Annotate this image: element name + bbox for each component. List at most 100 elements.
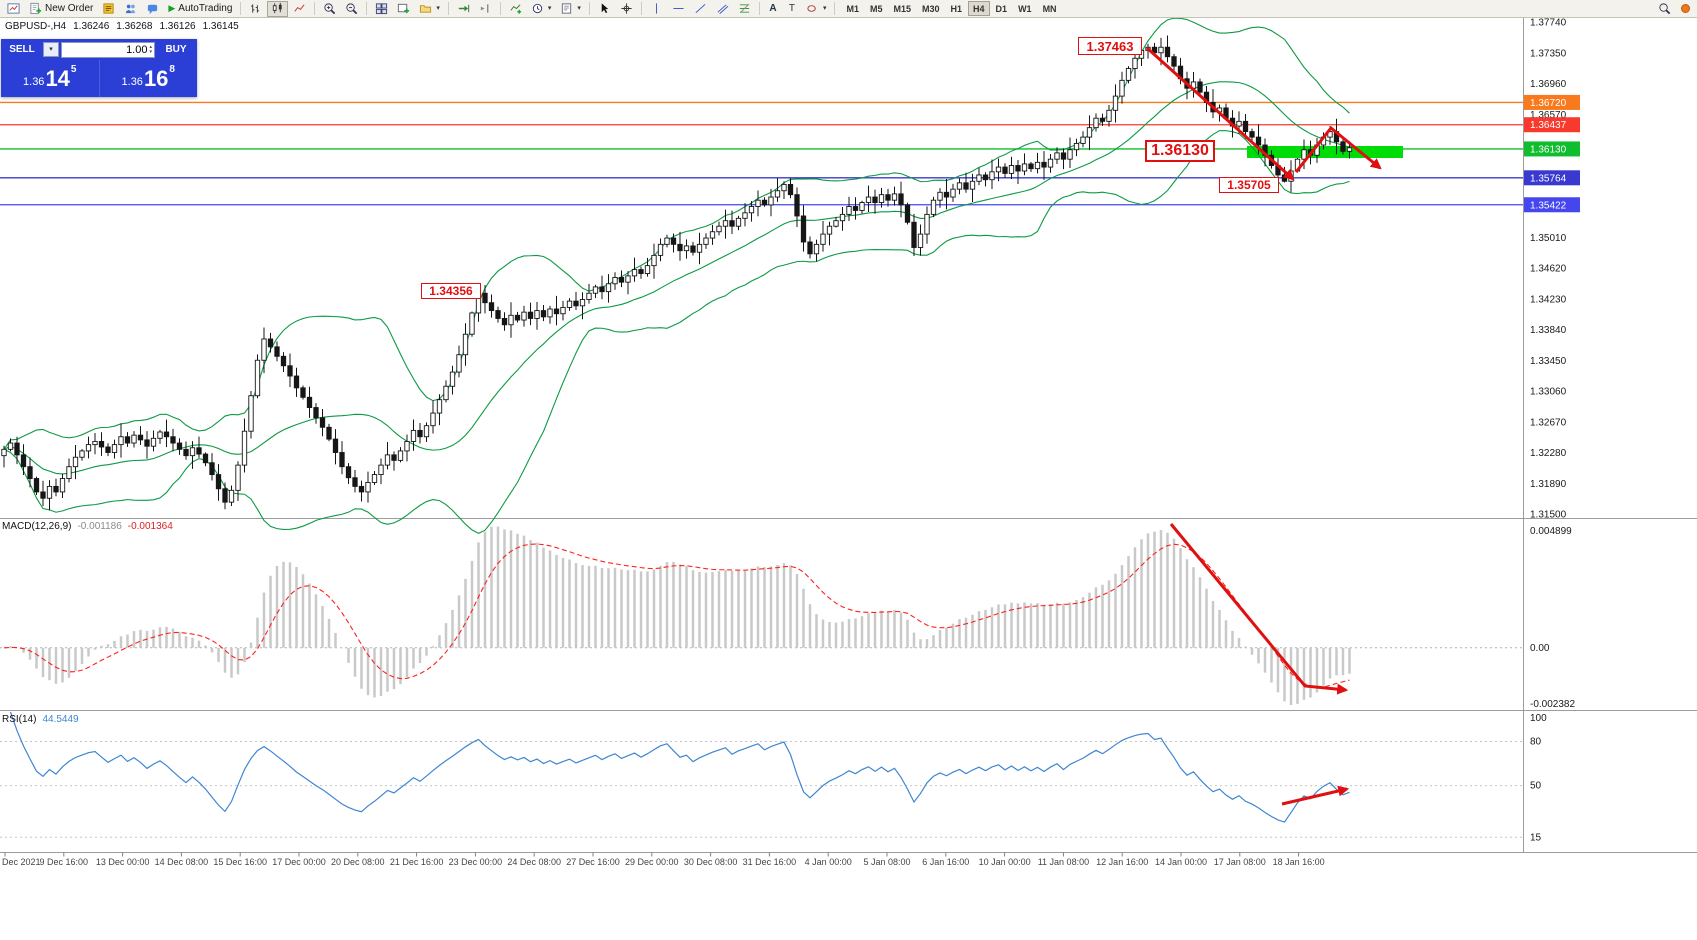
chart-window-button[interactable] <box>3 1 24 17</box>
auto-scroll-icon <box>458 4 470 13</box>
panel-separators[interactable] <box>0 18 1697 853</box>
svg-text:1.32670: 1.32670 <box>1530 417 1567 428</box>
new-order-button[interactable]: New Order <box>25 1 97 17</box>
volume-value: 1.00 <box>126 43 148 56</box>
label-tool-button[interactable]: T <box>783 1 801 17</box>
separator <box>447 2 449 15</box>
bars-chart-button[interactable] <box>245 1 266 17</box>
calendar-button[interactable] <box>98 1 119 17</box>
autotrading-button[interactable]: ▶ AutoTrading <box>164 1 236 17</box>
svg-text:1.33060: 1.33060 <box>1530 387 1567 398</box>
svg-text:1.34230: 1.34230 <box>1530 294 1567 305</box>
svg-text:27 Dec 16:00: 27 Dec 16:00 <box>566 857 620 867</box>
text-tool-button[interactable]: A <box>764 1 782 17</box>
candles-chart-button[interactable] <box>267 0 289 17</box>
timeframe-m1[interactable]: M1 <box>841 1 864 16</box>
cursor-button[interactable] <box>594 1 615 17</box>
buy-button[interactable]: 1.36 16 8 <box>100 60 198 97</box>
svg-text:1.35010: 1.35010 <box>1530 233 1567 244</box>
volume-input[interactable]: 1.00 ▴ ▾ <box>61 41 155 58</box>
indicators-button[interactable] <box>505 1 526 17</box>
buy-label[interactable]: BUY <box>165 44 187 55</box>
auto-scroll-button[interactable] <box>453 1 474 17</box>
trendline-button[interactable] <box>690 1 711 17</box>
cursor-icon <box>601 3 609 14</box>
periods-button[interactable]: ▾ <box>527 1 556 17</box>
svg-text:1.35422: 1.35422 <box>1530 200 1567 211</box>
svg-text:21 Dec 16:00: 21 Dec 16:00 <box>390 857 444 867</box>
sell-label[interactable]: SELL <box>9 44 35 55</box>
horizontal-line-button[interactable] <box>668 1 689 17</box>
shapes-button[interactable]: ▾ <box>802 1 831 17</box>
order-type-dropdown[interactable]: ▾ <box>43 42 59 57</box>
channel-icon <box>717 4 729 14</box>
timeframe-m30[interactable]: M30 <box>917 1 945 16</box>
profiles-button[interactable]: ▾ <box>415 1 444 17</box>
chart-shift-icon <box>480 4 489 13</box>
new-order-icon <box>30 2 42 15</box>
trendline-icon <box>695 3 706 14</box>
macd-main-value: -0.001186 <box>77 521 122 532</box>
one-click-trading-panel: SELL ▾ 1.00 ▴ ▾ BUY 1.36 14 5 1.36 16 8 <box>1 39 197 97</box>
svg-text:1.36960: 1.36960 <box>1530 79 1567 90</box>
zoom-out-button[interactable] <box>341 1 362 17</box>
indicators-icon <box>510 4 521 14</box>
vertical-line-button[interactable] <box>646 1 667 17</box>
timeframe-mn[interactable]: MN <box>1038 1 1062 16</box>
chevron-down-icon: ▾ <box>49 46 53 53</box>
buy-price-frac: 8 <box>169 64 175 75</box>
tile-windows-button[interactable] <box>371 1 392 17</box>
timeframe-w1[interactable]: W1 <box>1013 1 1037 16</box>
svg-text:11 Jan 08:00: 11 Jan 08:00 <box>1038 857 1089 867</box>
macd-name: MACD(12,26,9) <box>2 521 72 532</box>
timeframe-m15[interactable]: M15 <box>888 1 916 16</box>
svg-text:1.37350: 1.37350 <box>1530 48 1567 59</box>
community-button[interactable] <box>120 1 141 17</box>
svg-text:-0.002382: -0.002382 <box>1530 699 1575 710</box>
timeframe-m5[interactable]: M5 <box>865 1 888 16</box>
search-button[interactable] <box>1654 1 1675 17</box>
svg-text:10 Jan 00:00: 10 Jan 00:00 <box>979 857 1031 867</box>
line-chart-button[interactable] <box>289 1 310 17</box>
fibonacci-button[interactable] <box>734 1 755 17</box>
volume-stepper[interactable]: ▴ ▾ <box>149 44 152 55</box>
chat-button[interactable] <box>142 1 163 17</box>
bars-chart-icon <box>251 4 260 13</box>
svg-text:0.00: 0.00 <box>1530 643 1550 654</box>
svg-text:29 Dec 00:00: 29 Dec 00:00 <box>625 857 679 867</box>
symbol-timeframe: GBPUSD-,H4 <box>5 21 67 32</box>
timeframe-h1[interactable]: H1 <box>946 1 968 16</box>
new-order-label: New Order <box>45 3 94 14</box>
svg-text:12 Jan 16:00: 12 Jan 16:00 <box>1096 857 1148 867</box>
trend-arrows <box>1145 46 1382 806</box>
svg-text:1.31890: 1.31890 <box>1530 479 1567 490</box>
rsi-plot <box>0 711 1523 838</box>
svg-text:1.35764: 1.35764 <box>1530 173 1567 184</box>
svg-text:14 Jan 00:00: 14 Jan 00:00 <box>1155 857 1207 867</box>
timeframe-d1[interactable]: D1 <box>991 1 1013 16</box>
macd-signal-value: -0.001364 <box>127 521 173 532</box>
chevron-down-icon: ▾ <box>149 48 152 55</box>
vertical-line-icon <box>655 3 657 14</box>
separator <box>240 2 242 15</box>
tile-windows-icon <box>376 3 388 15</box>
macd-plot <box>0 526 1523 705</box>
separator <box>314 2 316 15</box>
svg-text:5 Jan 08:00: 5 Jan 08:00 <box>863 857 910 867</box>
community-icon <box>126 4 136 14</box>
svg-text:4 Jan 00:00: 4 Jan 00:00 <box>805 857 852 867</box>
chart-shift-button[interactable] <box>475 1 496 17</box>
zoom-in-button[interactable] <box>319 1 340 17</box>
price-axis[interactable]: 1.377401.373501.369601.365701.361801.357… <box>1524 18 1580 844</box>
status-button[interactable] <box>1676 1 1694 17</box>
svg-text:1.32280: 1.32280 <box>1530 448 1567 459</box>
crosshair-button[interactable] <box>616 1 637 17</box>
timeframe-h4[interactable]: H4 <box>968 1 990 16</box>
sell-button[interactable]: 1.36 14 5 <box>1 60 100 97</box>
channel-button[interactable] <box>712 1 733 17</box>
svg-text:Dec 2021: Dec 2021 <box>2 857 41 867</box>
svg-text:1.31500: 1.31500 <box>1530 510 1567 521</box>
templates-button[interactable]: ▾ <box>556 1 585 17</box>
new-chart-button[interactable] <box>393 1 414 17</box>
